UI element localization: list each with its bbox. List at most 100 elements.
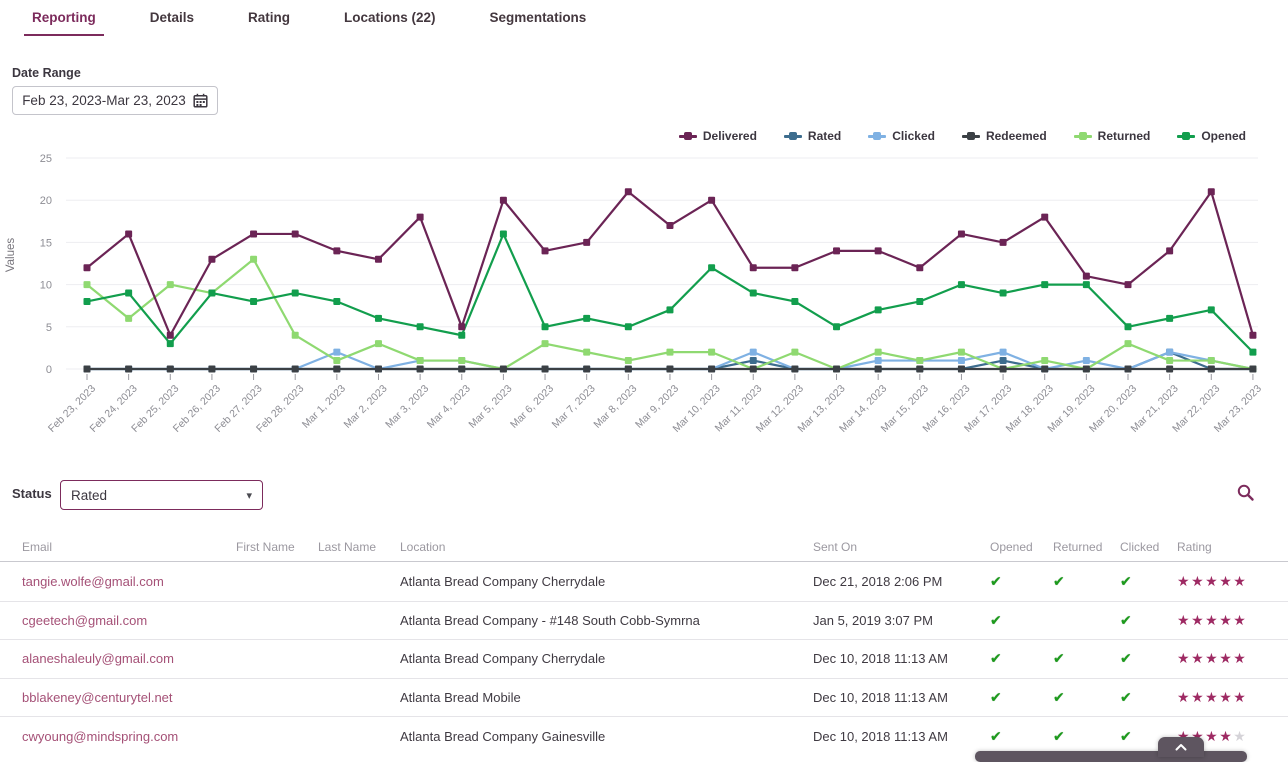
star-filled-icon: ★ — [1219, 572, 1234, 589]
email-link[interactable]: alaneshaleuly@gmail.com — [22, 651, 174, 667]
data-point-delivered — [250, 230, 258, 238]
date-range-input[interactable]: Feb 23, 2023-Mar 23, 2023 — [12, 86, 218, 115]
data-point-opened — [83, 297, 91, 305]
data-point-redeemed — [1166, 365, 1174, 373]
legend-item-redeemed[interactable]: Redeemed — [961, 129, 1047, 143]
column-header-rating: Rating — [1177, 540, 1212, 554]
rating-stars: ★★★★★ — [1177, 689, 1288, 706]
data-point-redeemed — [1124, 365, 1132, 373]
data-point-returned — [916, 357, 924, 365]
star-filled-icon: ★ — [1233, 611, 1248, 628]
data-point-opened — [624, 323, 632, 331]
data-point-redeemed — [125, 365, 133, 373]
returned-status-cell: ✔ — [1053, 728, 1120, 745]
star-filled-icon: ★ — [1219, 689, 1234, 706]
legend-item-rated[interactable]: Rated — [783, 129, 841, 143]
calendar-icon — [193, 93, 208, 108]
tab-rating[interactable]: Rating — [248, 10, 291, 25]
data-point-opened — [874, 306, 882, 314]
data-point-redeemed — [957, 365, 965, 373]
star-filled-icon: ★ — [1191, 689, 1206, 706]
data-point-opened — [1124, 323, 1132, 331]
check-icon: ✔ — [1053, 689, 1065, 706]
x-tick-label: Mar 7, 2023 — [550, 383, 598, 431]
opened-status-cell: ✔ — [990, 650, 1053, 667]
legend-marker-icon — [783, 132, 802, 141]
chevron-down-icon: ▾ — [246, 489, 252, 502]
data-point-delivered — [125, 230, 133, 238]
legend-label: Clicked — [892, 129, 935, 143]
star-filled-icon: ★ — [1191, 650, 1206, 667]
data-point-opened — [1207, 306, 1215, 314]
opened-status-cell: ✔ — [990, 728, 1053, 745]
email-link[interactable]: bblakeney@centurytel.net — [22, 690, 173, 706]
location-cell: Atlanta Bread Company Cherrydale — [400, 573, 606, 589]
check-icon: ✔ — [1053, 650, 1065, 667]
table-body: tangie.wolfe@gmail.com Atlanta Bread Comp… — [0, 562, 1288, 755]
data-point-returned — [874, 348, 882, 356]
data-point-opened — [999, 289, 1007, 297]
data-point-returned — [291, 331, 299, 339]
check-icon: ✔ — [1120, 650, 1132, 667]
tab-locations-22[interactable]: Locations (22) — [344, 10, 436, 25]
data-point-delivered — [416, 213, 424, 221]
tab-details[interactable]: Details — [149, 10, 195, 25]
data-point-delivered — [708, 196, 716, 204]
data-point-redeemed — [83, 365, 91, 373]
clicked-status-cell: ✔ — [1120, 573, 1177, 590]
legend-item-delivered[interactable]: Delivered — [678, 129, 757, 143]
tab-segmentations[interactable]: Segmentations — [489, 10, 587, 25]
y-tick-label: 15 — [40, 237, 52, 249]
chart-legend: Delivered Rated Clicked Redeemed Returned Ope… — [678, 129, 1246, 143]
data-point-returned — [791, 348, 799, 356]
data-point-returned — [1166, 357, 1174, 365]
search-icon[interactable] — [1235, 482, 1257, 504]
series-line-delivered — [86, 190, 1254, 337]
opened-status-cell: ✔ — [990, 612, 1053, 629]
x-tick-label: Mar 1, 2023 — [300, 383, 348, 431]
tab-bar: Reporting Details Rating Locations (22) Segm… — [0, 0, 1288, 36]
data-point-redeemed — [458, 365, 466, 373]
data-point-redeemed — [624, 365, 632, 373]
email-link[interactable]: tangie.wolfe@gmail.com — [22, 573, 164, 589]
legend-item-clicked[interactable]: Clicked — [868, 129, 935, 143]
data-point-opened — [1249, 348, 1257, 356]
y-tick-label: 10 — [40, 280, 52, 292]
status-select[interactable]: Rated ▾ — [60, 480, 263, 510]
email-link[interactable]: cwyoung@mindspring.com — [22, 728, 179, 744]
data-point-opened — [458, 331, 466, 339]
data-point-returned — [666, 348, 674, 356]
data-point-delivered — [916, 264, 924, 272]
star-filled-icon: ★ — [1177, 572, 1192, 589]
data-point-opened — [583, 314, 591, 322]
column-header-opened: Opened — [990, 540, 1033, 554]
data-point-redeemed — [1207, 365, 1215, 373]
column-header-clicked: Clicked — [1120, 540, 1160, 554]
check-icon: ✔ — [990, 650, 1002, 667]
legend-item-opened[interactable]: Opened — [1177, 129, 1246, 143]
check-icon: ✔ — [1120, 611, 1132, 628]
legend-item-returned[interactable]: Returned — [1073, 129, 1150, 143]
data-point-delivered — [83, 264, 91, 272]
data-point-returned — [458, 357, 466, 365]
data-point-redeemed — [250, 365, 258, 373]
check-icon: ✔ — [990, 689, 1002, 706]
data-point-redeemed — [666, 365, 674, 373]
data-point-rated — [749, 357, 757, 365]
data-point-delivered — [583, 238, 591, 246]
date-range-group: Date Range Feb 23, 2023-Mar 23, 2023 — [12, 66, 218, 115]
data-point-returned — [125, 314, 133, 322]
data-point-delivered — [791, 264, 799, 272]
data-point-opened — [208, 289, 216, 297]
data-point-returned — [333, 357, 341, 365]
email-link[interactable]: cgeetech@gmail.com — [22, 612, 148, 628]
data-point-opened — [1166, 314, 1174, 322]
scroll-top-button[interactable] — [1158, 737, 1204, 757]
data-point-delivered — [666, 222, 674, 230]
legend-marker-icon — [678, 132, 697, 141]
returned-status-cell: ✔ — [1053, 573, 1120, 590]
tab-reporting[interactable]: Reporting — [24, 8, 104, 36]
data-point-delivered — [1249, 331, 1257, 339]
data-point-opened — [957, 281, 965, 289]
data-point-returned — [624, 357, 632, 365]
